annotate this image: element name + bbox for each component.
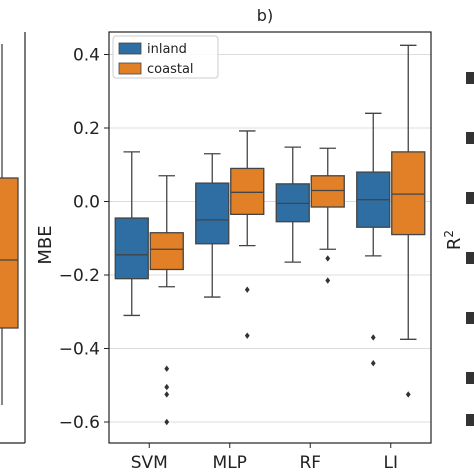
y-tick-labels: 0.4 0.2 0.0 −0.2 −0.4 −0.6 (59, 46, 100, 434)
box-series (114, 44, 426, 426)
xtick-label-LI: LI (384, 453, 399, 473)
y-axis-label: MBE (35, 225, 56, 264)
right-panel-ylabel-base: R (444, 238, 465, 251)
outlier-1 (244, 332, 250, 339)
outlier-0 (325, 255, 331, 262)
left-fragment-box (0, 177, 19, 329)
box-coastal-RF (310, 147, 345, 284)
right-panel-ylabel-sup: 2 (442, 230, 456, 238)
box-inland-SVM (114, 151, 149, 317)
legend-label-coastal: coastal (147, 62, 194, 77)
right-tick-fragment-1 (466, 132, 474, 144)
iqr-box (149, 232, 184, 271)
right-tick-fragment-2 (466, 192, 474, 204)
ytick-label-2: 0.0 (73, 193, 100, 213)
legend-swatch-inland (118, 42, 142, 55)
ytick-label-4: −0.4 (59, 340, 100, 360)
ytick-label-3: −0.2 (59, 266, 100, 286)
legend-label-inland: inland (147, 42, 187, 57)
right-tick-fragment-0 (466, 72, 474, 84)
panel-title: b) (257, 6, 273, 25)
axes (104, 31, 432, 448)
right-tick-fragment-5 (466, 372, 474, 384)
box-inland-LI (356, 112, 391, 367)
right-panel-tick-fragments (466, 72, 474, 426)
iqr-box (391, 151, 426, 236)
box-inland-RF (275, 146, 310, 263)
box-coastal-LI (391, 44, 426, 398)
right-panel-ylabel: R2 (442, 230, 465, 250)
ytick-label-0: 0.4 (73, 46, 100, 66)
legend: inland coastal (112, 35, 219, 79)
outlier-3 (164, 418, 170, 426)
ytick-label-5: −0.6 (59, 413, 100, 433)
outlier-0 (370, 334, 376, 341)
outlier-0 (164, 365, 170, 372)
outlier-0 (244, 286, 250, 293)
xtick-label-MLP: MLP (213, 453, 247, 473)
box-coastal-SVM (149, 175, 184, 426)
outlier-2 (164, 391, 170, 398)
iqr-box (195, 182, 230, 245)
outlier-1 (325, 277, 331, 284)
legend-swatch-coastal (118, 62, 142, 75)
xtick-label-SVM: SVM (131, 453, 168, 473)
right-tick-fragment-6 (466, 414, 474, 426)
xtick-label-RF: RF (299, 453, 321, 473)
box-coastal-MLP (230, 130, 265, 339)
left-panel-fragment (0, 32, 26, 444)
right-tick-fragment-3 (466, 252, 474, 264)
x-tick-labels: SVM MLP RF LI (131, 453, 398, 473)
iqr-box (114, 217, 149, 280)
iqr-box (230, 167, 265, 216)
outlier-0 (405, 391, 411, 398)
outlier-1 (164, 383, 170, 391)
outlier-1 (370, 360, 376, 367)
ytick-label-1: 0.2 (73, 119, 100, 139)
right-tick-fragment-4 (466, 312, 474, 324)
box-inland-MLP (195, 153, 230, 298)
iqr-box (310, 175, 345, 208)
plot-frame (108, 31, 432, 444)
